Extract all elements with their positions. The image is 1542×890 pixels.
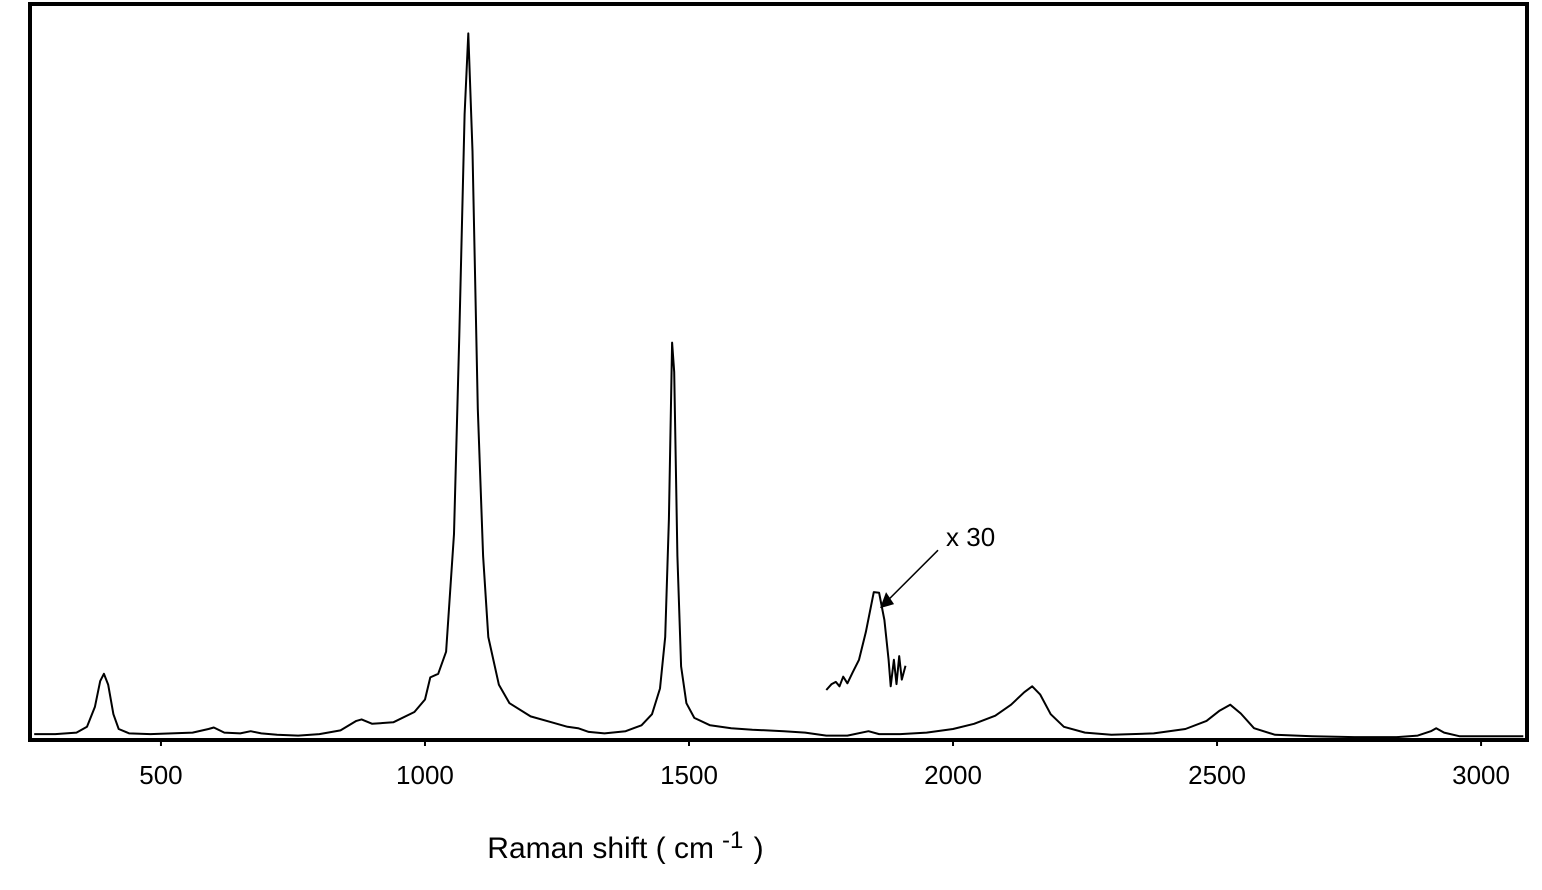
x-axis-label-suffix: ) xyxy=(745,832,763,865)
annotation-arrowhead xyxy=(880,592,895,609)
x-tick-label: 1500 xyxy=(660,760,718,790)
plot-frame xyxy=(28,2,1529,742)
spectrum-line xyxy=(825,591,907,691)
annotation-arrow xyxy=(883,549,939,605)
spectrum-line xyxy=(34,32,1524,739)
x-tick-label: 500 xyxy=(139,760,182,790)
annotation: x 30 xyxy=(946,522,995,552)
x-tick-label: 1000 xyxy=(396,760,454,790)
x-axis-label-superscript: -1 xyxy=(722,827,743,854)
x-tick-label: 2000 xyxy=(924,760,982,790)
x-axis-label: Raman shift ( cm xyxy=(487,832,714,865)
x-tick-label: 3000 xyxy=(1452,760,1510,790)
x-tick-label: 2500 xyxy=(1188,760,1246,790)
